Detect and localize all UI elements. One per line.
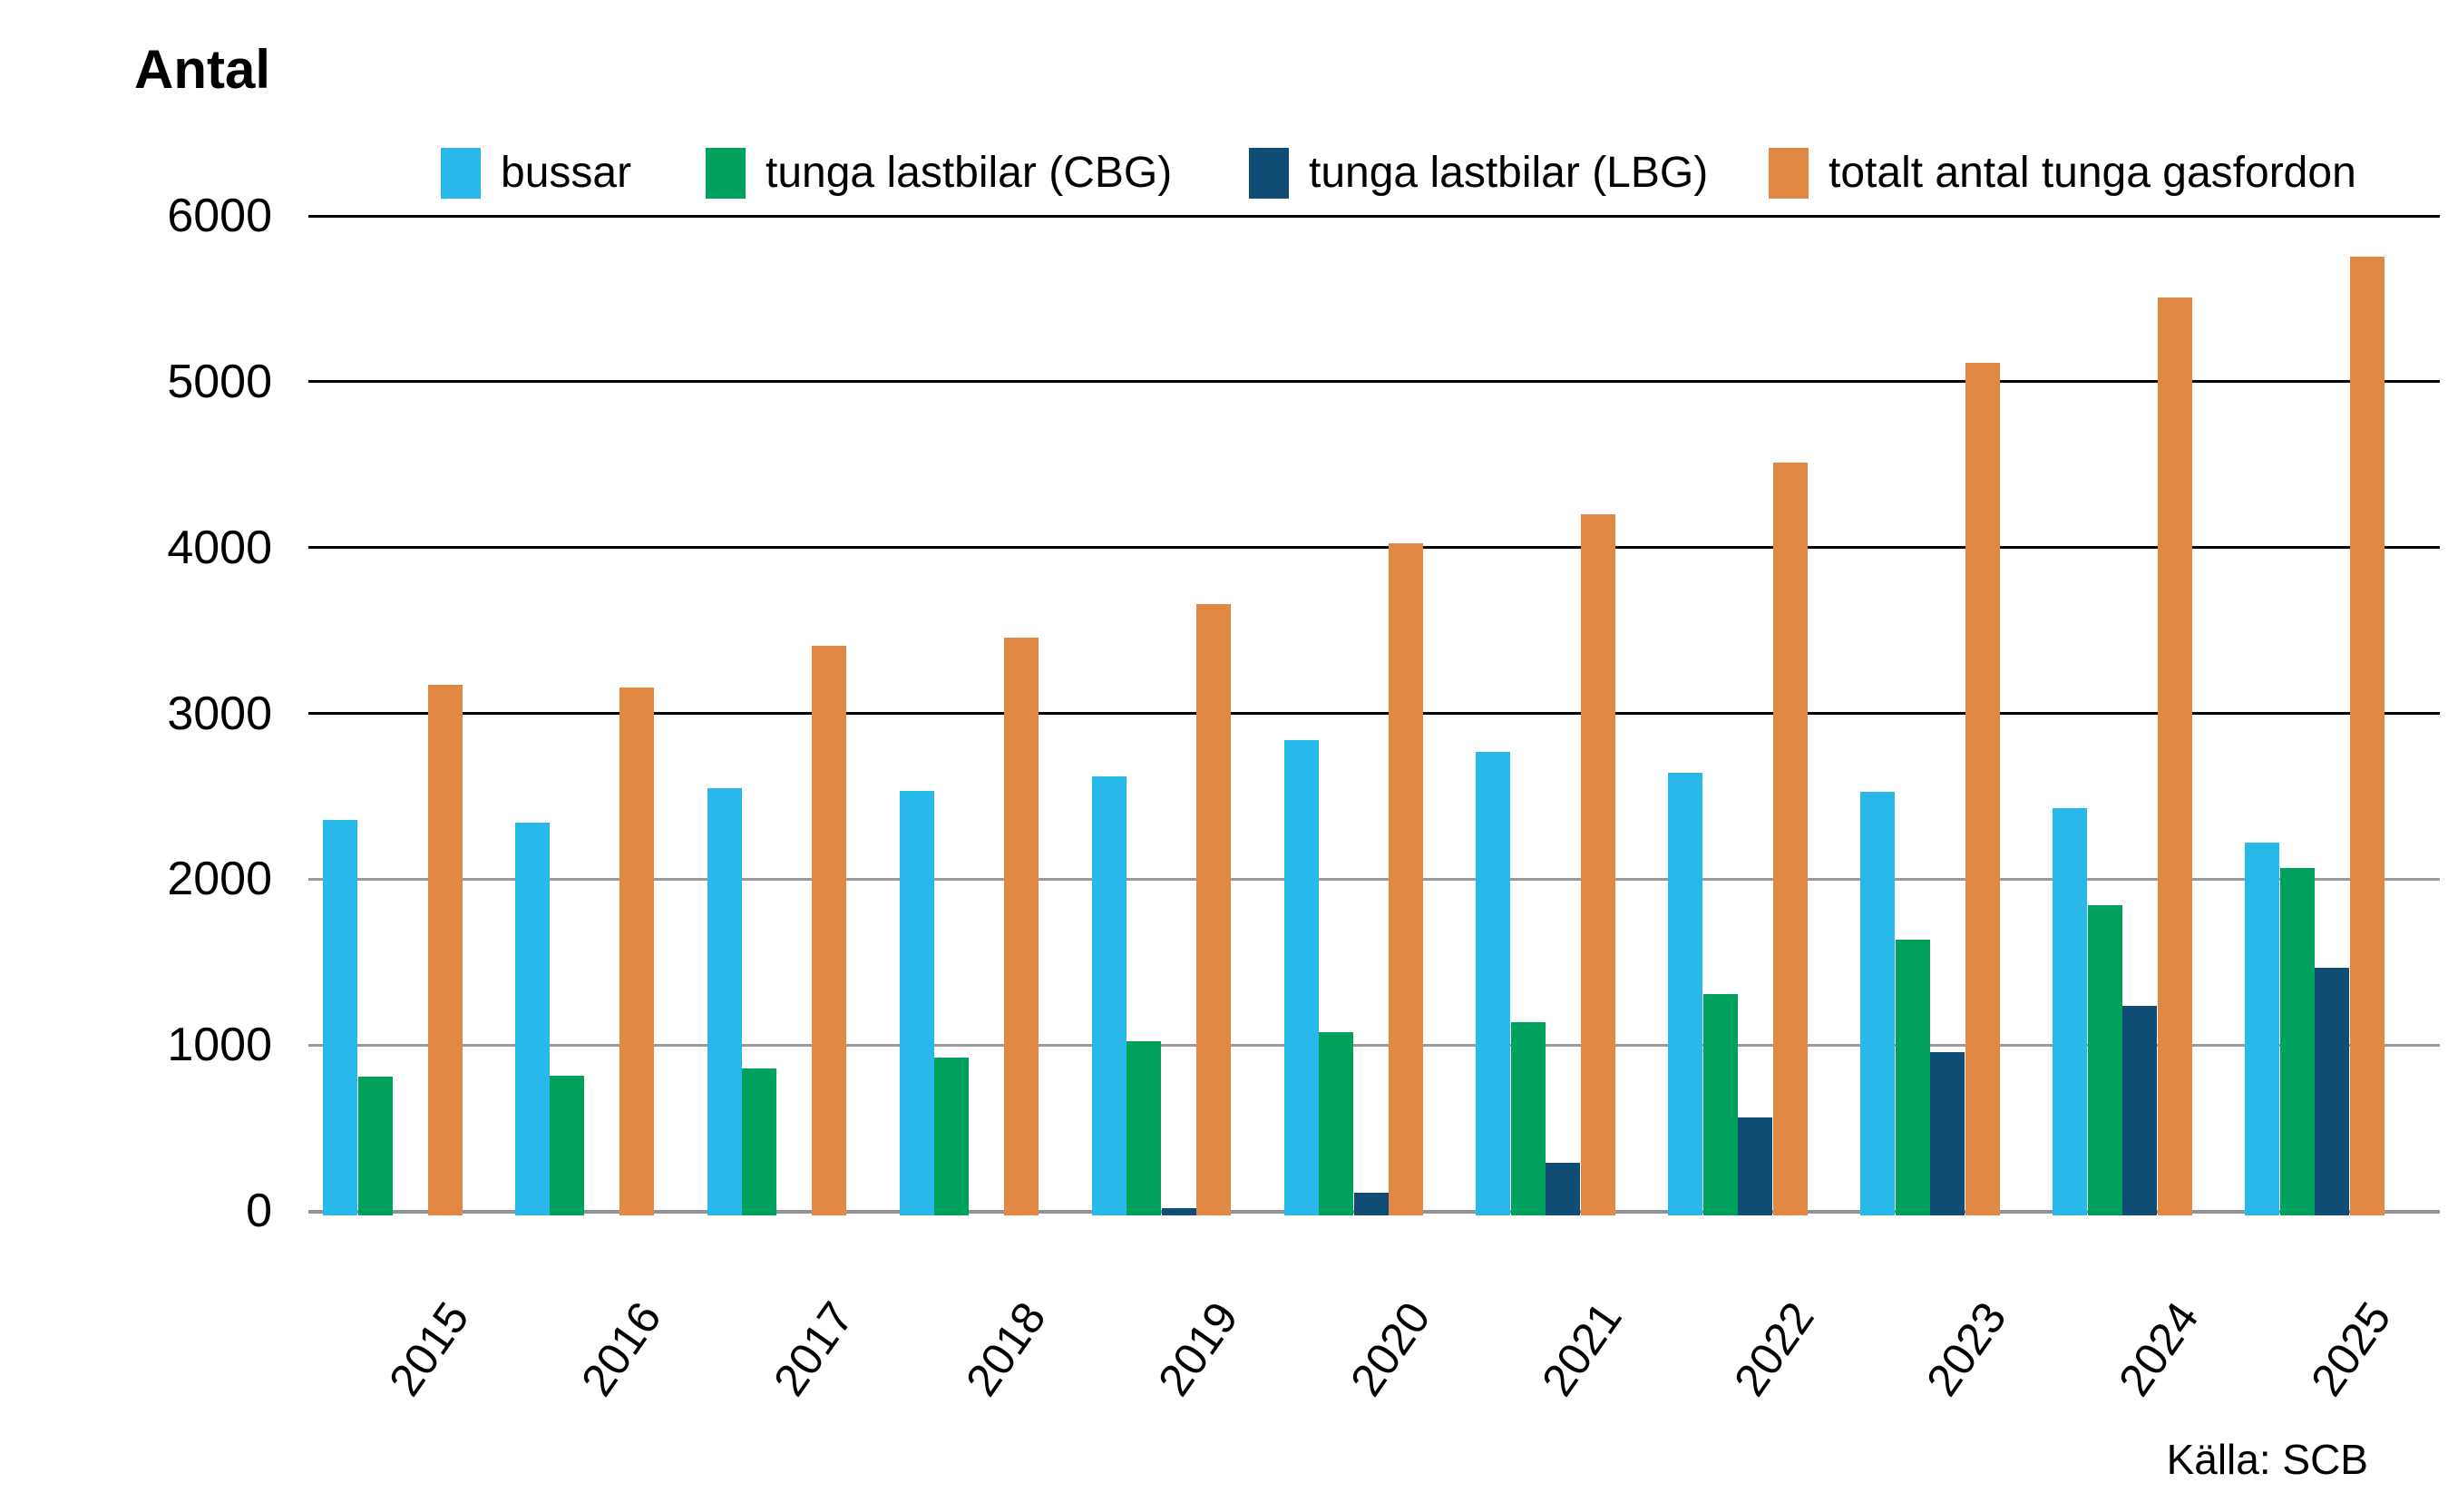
legend-item-tunga-lastbilar-lbg-: tunga lastbilar (LBG) — [1249, 147, 1708, 200]
x-tick-label-2025: 2025 — [2301, 1293, 2401, 1405]
bar-tunga-lastbilar-lbg--2021 — [1546, 1162, 1581, 1215]
legend-item-bussar: bussar — [441, 147, 631, 200]
bar-tunga-lastbilar-lbg--2025 — [2315, 968, 2349, 1215]
bar-bussar-2020 — [1283, 739, 1319, 1215]
gridline-3000 — [308, 712, 2440, 715]
gridline-2000 — [308, 877, 2440, 881]
bar-tunga-lastbilar-lbg--2022 — [1738, 1117, 1773, 1215]
x-tick-label-2015: 2015 — [379, 1293, 479, 1405]
bar-totalt-antal-tunga-gasfordon-2018 — [1004, 638, 1039, 1215]
bar-tunga-lastbilar-cbg--2023 — [1895, 940, 1930, 1215]
x-tick-label-2020: 2020 — [1340, 1293, 1440, 1405]
bar-bussar-2024 — [2053, 807, 2088, 1215]
bar-totalt-antal-tunga-gasfordon-2015 — [427, 685, 463, 1215]
bar-totalt-antal-tunga-gasfordon-2017 — [812, 645, 847, 1215]
y-tick-label-0: 0 — [246, 1185, 272, 1237]
bar-tunga-lastbilar-cbg--2016 — [550, 1075, 585, 1215]
bar-totalt-antal-tunga-gasfordon-2025 — [2349, 256, 2385, 1215]
bar-totalt-antal-tunga-gasfordon-2022 — [1772, 463, 1808, 1215]
bar-bussar-2025 — [2245, 843, 2279, 1215]
gridline-1000 — [308, 1043, 2440, 1047]
bar-tunga-lastbilar-cbg--2015 — [357, 1076, 393, 1215]
bar-tunga-lastbilar-cbg--2024 — [2087, 904, 2122, 1215]
x-tick-label-2016: 2016 — [571, 1293, 671, 1405]
legend-swatch-icon — [1249, 148, 1289, 199]
gridline-4000 — [308, 546, 2440, 550]
gridline-6000 — [308, 214, 2440, 218]
bar-bussar-2023 — [1860, 792, 1896, 1215]
y-tick-label-3000: 3000 — [167, 687, 272, 740]
bar-tunga-lastbilar-lbg--2020 — [1353, 1192, 1389, 1215]
x-tick-label-2024: 2024 — [2109, 1293, 2209, 1405]
x-tick-label-2023: 2023 — [1916, 1293, 2016, 1405]
y-tick-label-6000: 6000 — [167, 190, 272, 242]
bar-totalt-antal-tunga-gasfordon-2020 — [1389, 543, 1423, 1215]
legend-label: totalt antal tunga gasfordon — [1829, 149, 2356, 197]
legend-label: bussar — [501, 149, 632, 197]
gridline-5000 — [308, 380, 2440, 384]
bar-bussar-2018 — [899, 791, 934, 1215]
bar-bussar-2015 — [323, 819, 357, 1215]
bar-tunga-lastbilar-cbg--2017 — [742, 1068, 777, 1215]
bar-totalt-antal-tunga-gasfordon-2023 — [1965, 362, 2000, 1215]
chart-title: Antal — [134, 39, 270, 100]
legend-swatch-icon — [706, 148, 746, 199]
y-tick-label-4000: 4000 — [167, 521, 272, 574]
x-tick-label-2022: 2022 — [1724, 1293, 1824, 1405]
legend-label: tunga lastbilar (LBG) — [1309, 149, 1709, 197]
x-tick-label-2021: 2021 — [1532, 1293, 1633, 1405]
y-tick-label-5000: 5000 — [167, 355, 272, 408]
bar-tunga-lastbilar-lbg--2024 — [2122, 1006, 2158, 1215]
bar-tunga-lastbilar-cbg--2022 — [1702, 994, 1738, 1215]
y-tick-label-2000: 2000 — [167, 853, 272, 906]
bar-tunga-lastbilar-lbg--2019 — [1161, 1208, 1196, 1215]
bar-bussar-2016 — [514, 823, 550, 1215]
bar-tunga-lastbilar-cbg--2019 — [1126, 1040, 1162, 1215]
bar-bussar-2021 — [1476, 751, 1511, 1215]
legend-item-totalt-antal-tunga-gasfordon: totalt antal tunga gasfordon — [1769, 147, 2356, 200]
x-tick-label-2017: 2017 — [763, 1293, 863, 1405]
bar-tunga-lastbilar-cbg--2021 — [1510, 1021, 1546, 1215]
bar-totalt-antal-tunga-gasfordon-2024 — [2157, 297, 2192, 1215]
bar-tunga-lastbilar-cbg--2020 — [1319, 1032, 1353, 1215]
bar-bussar-2019 — [1091, 776, 1126, 1215]
bar-tunga-lastbilar-cbg--2018 — [934, 1057, 970, 1215]
x-tick-label-2019: 2019 — [1147, 1293, 1248, 1405]
bar-totalt-antal-tunga-gasfordon-2019 — [1196, 603, 1232, 1215]
bar-bussar-2017 — [707, 787, 742, 1215]
bar-totalt-antal-tunga-gasfordon-2016 — [619, 688, 655, 1215]
legend-swatch-icon — [1769, 148, 1809, 199]
legend-swatch-icon — [441, 148, 481, 199]
source-note: Källa: SCB — [2166, 1436, 2368, 1483]
y-tick-label-1000: 1000 — [167, 1019, 272, 1072]
legend-item-tunga-lastbilar-cbg-: tunga lastbilar (CBG) — [706, 147, 1172, 200]
x-tick-label-2018: 2018 — [955, 1293, 1056, 1405]
bar-totalt-antal-tunga-gasfordon-2021 — [1580, 514, 1615, 1215]
bar-tunga-lastbilar-cbg--2025 — [2279, 867, 2315, 1215]
legend-label: tunga lastbilar (CBG) — [766, 149, 1173, 197]
bar-tunga-lastbilar-lbg--2023 — [1930, 1052, 1965, 1215]
bar-bussar-2022 — [1668, 773, 1703, 1215]
